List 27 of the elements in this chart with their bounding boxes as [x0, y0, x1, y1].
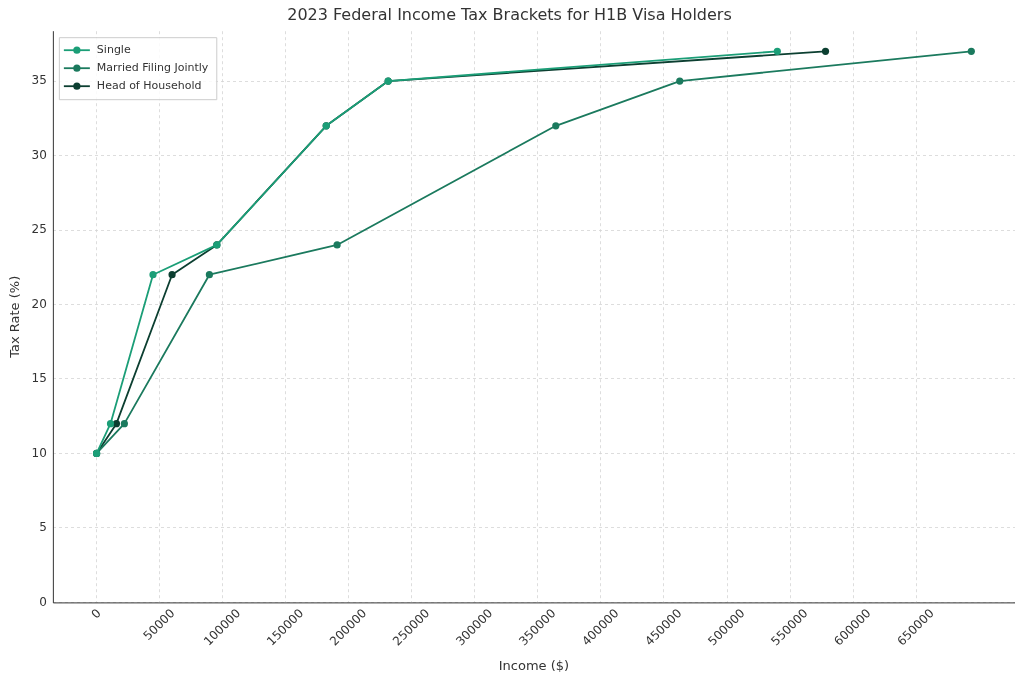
point [112, 420, 121, 428]
legend-label: Head of Household [96, 79, 202, 93]
y-tick-label: 15 [31, 371, 47, 386]
point [106, 420, 115, 428]
point [967, 47, 975, 55]
chart-title: 2023 Federal Income Tax Brackets for H1B Visa Holders [287, 4, 732, 24]
y-tick-label: 10 [31, 445, 47, 460]
y-tick-label: 30 [31, 147, 47, 162]
point [676, 77, 684, 85]
point [205, 271, 213, 279]
x-axis-title: Income ($) [498, 657, 570, 673]
point [773, 47, 781, 55]
point [333, 241, 341, 249]
legend-label: Single [96, 43, 131, 57]
point [149, 271, 157, 279]
point [168, 271, 176, 279]
point [552, 122, 560, 130]
legend-label: Married Filing Jointly [96, 61, 209, 75]
y-axis-title: Tax Rate (%) [7, 275, 23, 359]
y-tick-label: 20 [31, 296, 47, 311]
x-tick-label: 0 [88, 606, 104, 622]
point [821, 47, 830, 55]
point [120, 420, 128, 428]
y-tick-label: 25 [31, 222, 47, 237]
y-tick-label: 35 [31, 73, 47, 88]
y-tick-label: 0 [39, 594, 47, 609]
y-tick-label: 5 [39, 520, 47, 535]
